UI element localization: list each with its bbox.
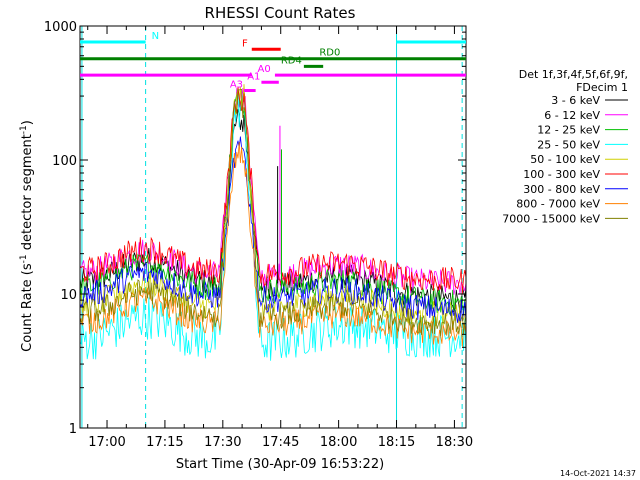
- flag-label-a1: A1: [247, 71, 260, 82]
- legend-label-4: 50 - 100 keV: [530, 153, 600, 166]
- plot-area: [79, 26, 467, 428]
- x-axis-label: Start Time (30-Apr-09 16:53:22): [176, 457, 384, 472]
- y-axis-label-sup1: -1: [19, 254, 29, 263]
- plot-frame: [79, 25, 467, 429]
- y-tick-label-3: 1000: [44, 20, 77, 35]
- y-axis-label-sup2: -1: [19, 125, 29, 134]
- legend-label-5: 100 - 300 keV: [523, 168, 600, 181]
- legend-label-6: 300 - 800 keV: [523, 183, 600, 196]
- legend-label-3: 25 - 50 keV: [537, 138, 600, 151]
- x-tick-label-0: 17:00: [88, 435, 125, 450]
- series-line-5: [80, 86, 467, 294]
- flag-label-n: N: [152, 31, 159, 42]
- y-axis-label-end: ): [20, 120, 35, 125]
- y-tick-label-0: 1: [69, 422, 77, 437]
- series-line-1: [79, 87, 467, 295]
- y-axis-label-mid: detector segment: [20, 134, 35, 254]
- footer-date: 14-Oct-2021 14:37: [560, 469, 636, 478]
- series-line-3: [79, 89, 467, 361]
- legend-header-1: Det 1f,3f,4f,5f,6f,9f,: [519, 68, 628, 81]
- legend: Det 1f,3f,4f,5f,6f,9f, FDecim 1 3 - 6 ke…: [502, 68, 628, 225]
- legend-label-8: 7000 - 15000 keV: [502, 212, 600, 225]
- flag-label-rd0: RD0: [319, 48, 340, 59]
- flag-label-a3: A3: [230, 80, 243, 91]
- y-axis-label: Count Rate (s-1 detector segment-1): [19, 120, 35, 352]
- x-tick-label-6: 18:30: [436, 435, 473, 450]
- x-tick-label-3: 17:45: [262, 435, 299, 450]
- axes: 17:00 17:15 17:30 17:45 18:00 18:15 18:30 1 10 10…: [44, 20, 473, 450]
- flag-label-rd4: RD4: [281, 55, 302, 66]
- x-tick-label-5: 18:15: [378, 435, 415, 450]
- x-tick-label-4: 18:00: [320, 435, 357, 450]
- x-tick-label-2: 17:30: [204, 435, 241, 450]
- y-tick-label-2: 100: [52, 154, 77, 169]
- series-line-6: [79, 136, 467, 323]
- chart-title: RHESSI Count Rates: [205, 4, 356, 22]
- y-tick-label-1: 10: [60, 288, 77, 303]
- series-line-7: [79, 141, 467, 347]
- x-tick-label-1: 17:15: [146, 435, 183, 450]
- legend-header-2: FDecim 1: [576, 81, 628, 94]
- flag-label-a0: A0: [258, 64, 271, 75]
- series-line-8: [79, 88, 467, 337]
- legend-label-1: 6 - 12 keV: [544, 109, 600, 122]
- legend-label-2: 12 - 25 keV: [537, 124, 600, 137]
- legend-label-7: 800 - 7000 keV: [516, 198, 600, 211]
- flag-label-f: F: [242, 38, 248, 49]
- series-line-0: [79, 109, 467, 315]
- legend-label-0: 3 - 6 keV: [551, 94, 600, 107]
- y-axis-label-main: Count Rate (s: [20, 263, 35, 352]
